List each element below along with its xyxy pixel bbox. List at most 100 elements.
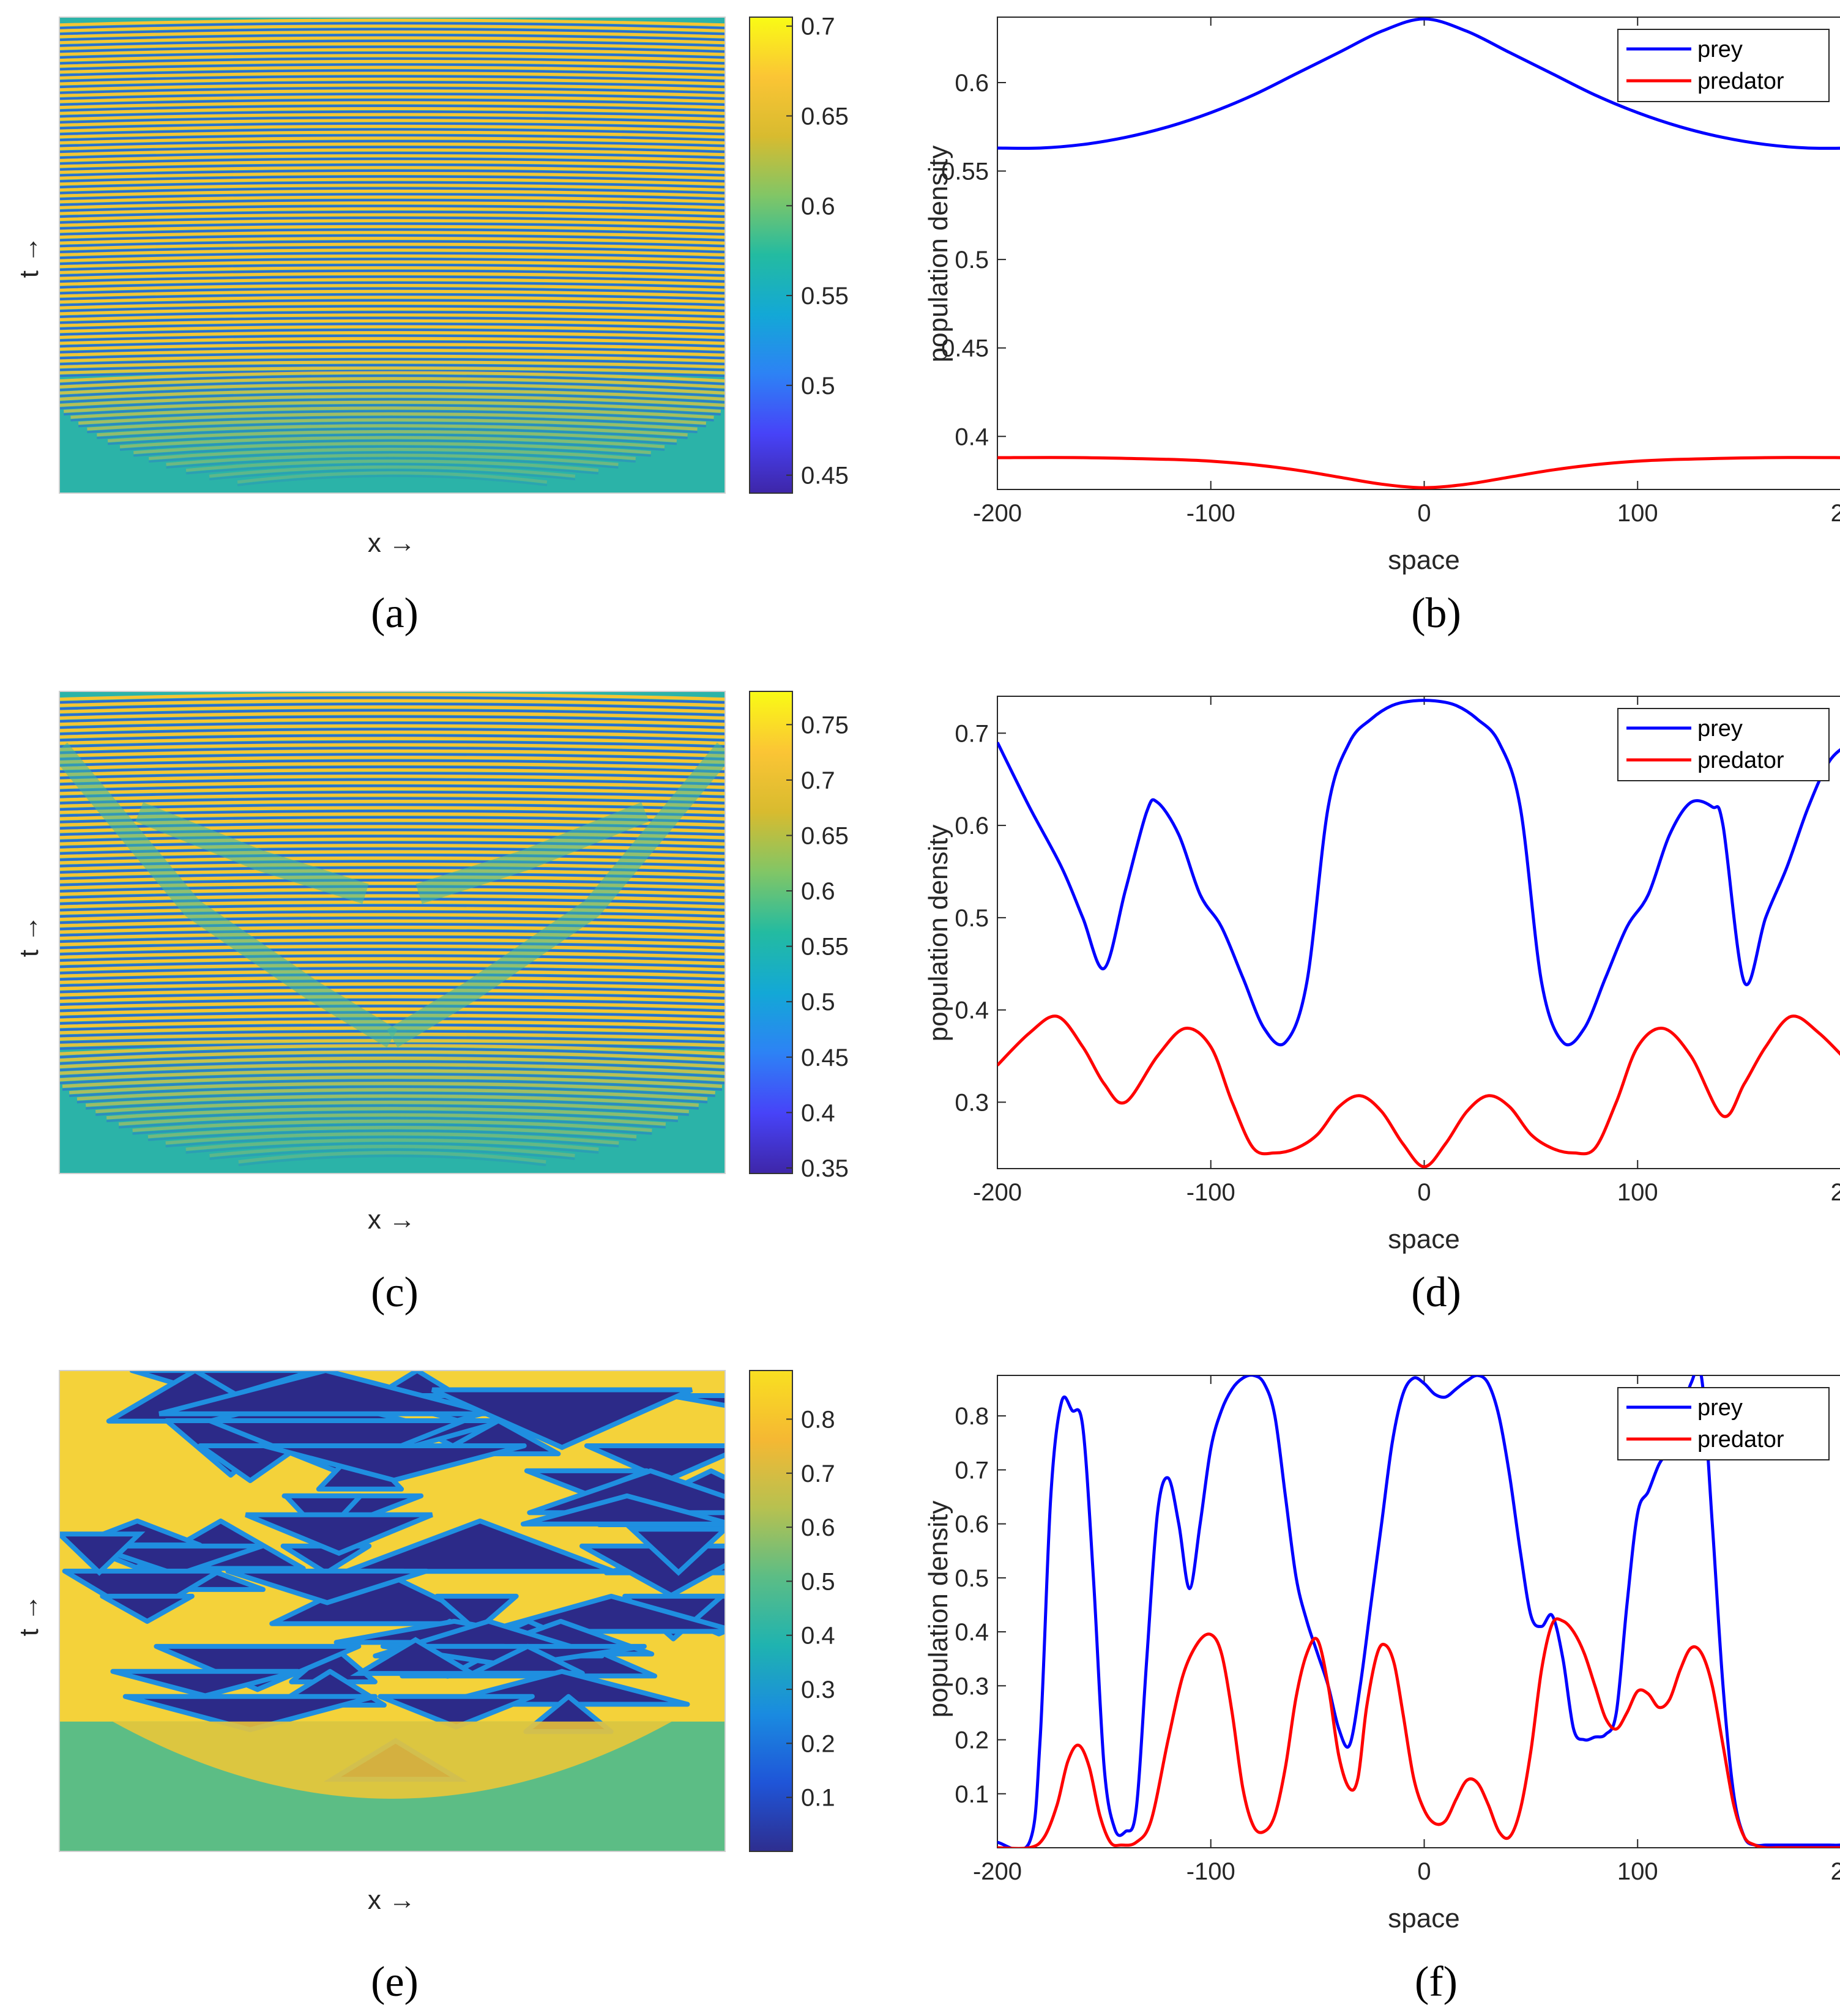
heatmap-a-stripe [59,36,725,45]
heatmap-c-stripe [59,900,725,909]
heatmap-e-triangle [625,1527,725,1576]
heatmap-e-triangle [158,1371,493,1416]
heatmap-c-trough [59,740,725,748]
heatmap-c-stripe [118,1113,666,1126]
heatmap-c-stripe [59,938,725,947]
heatmap-a-stripe [97,424,688,437]
heatmap-a-trough [59,222,725,230]
plot-b-series-prey [997,17,1840,150]
heatmap-e-triangle [198,1443,303,1483]
plot-b-series-predator [997,456,1840,489]
heatmap-a-stripe [59,171,725,180]
heatmap-c-stripe [59,957,725,965]
heatmap-c-stripe [59,743,725,751]
colorbar-a-tick-label: 0.55 [801,283,849,310]
heatmap-a-stripe [59,42,725,50]
plot-d-ytick-label: 0.5 [955,905,989,932]
heatmap-a-stripe [59,30,725,39]
heatmap-c-stripe [59,907,725,915]
heatmap-a-trough [59,81,725,88]
plot-b-legend-label-prey: prey [1697,37,1743,62]
heatmap-a-trough [59,175,725,183]
heatmap-a-trough [59,311,725,318]
panel-e-label: (e) [371,1958,419,2006]
heatmap-c-trough [59,746,725,754]
heatmap-c-trough [59,772,725,779]
plot-f-ytick-label: 0.7 [955,1457,989,1484]
heatmap-c-stripe [59,800,725,808]
heatmap-c-trough [59,1043,725,1050]
heatmap-e-triangle [110,1668,300,1698]
heatmap-a-trough [87,422,698,434]
heatmap-a-trough [59,381,725,392]
heatmap-a-trough [59,358,725,365]
heatmap-a-trough [59,152,725,159]
plot-f-series-predator [997,1617,1840,1848]
heatmap-c-trough [59,734,725,742]
heatmap-c-stripe [59,863,725,871]
heatmap-c-stripe [59,1050,725,1062]
plot-b-ytick-label: 0.6 [955,70,989,97]
colorbar-a-tick-label: 0.5 [801,373,835,400]
heatmap-a-stripe [59,366,725,374]
heatmap-a-trough [59,146,725,153]
panel-d-plot: -200 -100 0 100 200 0.7 0.6 0.5 0.4 0.3 prey predat… [955,696,1840,1206]
plot-f-series-prey [997,1375,1840,1848]
panel-b-plot: -200 -100 0 100 200 0.6 0.55 0.5 0.45 0.4 prey pred… [941,17,1840,527]
heatmap-a-trough [59,157,725,165]
heatmap-c-trough [59,879,725,887]
heatmap-c-stripe [59,894,725,902]
heatmap-a-stripe [70,406,714,419]
heatmap-a-trough [59,252,725,259]
heatmap-a-frame [59,17,726,494]
heatmap-a-stripe [59,136,725,145]
panel-a-colorbar: 0.7 0.65 0.6 0.55 0.5 0.45 [749,13,849,494]
heatmap-a-stripe [59,184,725,192]
heatmap-c-trough [59,797,725,805]
heatmap-a-stripe [78,412,706,425]
heatmap-c-trough [59,860,725,868]
heatmap-a-stripe [59,254,725,262]
heatmap-c-stripe [59,768,725,776]
heatmap-e-triangle [584,1443,725,1483]
heatmap-a-stripe [59,54,725,62]
panel-c-heatmap-image [59,691,726,1174]
heatmap-a-trough [78,415,706,428]
panel-c-xlabel: x → [368,1205,415,1235]
heatmap-c-stripe [59,888,725,896]
heatmap-c-trough [59,727,725,735]
heatmap-e-triangle [100,1593,195,1624]
heatmap-a-stripe [59,48,725,56]
plot-b-ytick-label: 0.45 [941,335,989,362]
heatmap-a-stripe [59,278,725,286]
plot-f-legend [1617,1387,1830,1460]
colorbar-e-tick-label: 0.6 [801,1514,835,1541]
heatmap-c-stripe [59,1020,725,1028]
plot-d-xtick-label: 200 [1831,1179,1840,1206]
plot-f-ytick-label: 0.1 [955,1781,989,1808]
heatmap-a-trough [59,187,725,195]
heatmap-a-stripe [119,436,665,448]
heatmap-c-stripe [59,1044,725,1056]
heatmap-e-triangle [470,1643,585,1676]
panel-d-label: (d) [1411,1269,1461,1316]
panel-e-colorbar: 0.8 0.7 0.6 0.5 0.4 0.3 0.2 0.1 [749,1370,835,1852]
panel-c-ylabel: t → [14,915,44,957]
heatmap-a-trough [59,258,725,266]
panel-e-heatmap: 0.8 0.7 0.6 0.5 0.4 0.3 0.2 0.1 x → t → (e) [14,1370,835,2006]
heatmap-c-trough [59,910,725,918]
heatmap-c-stripe [59,1013,725,1022]
heatmap-a-stripe [59,142,725,151]
heatmap-a-trough [59,293,725,300]
heatmap-a-trough [59,374,725,385]
colorbar-a-tick-label: 0.6 [801,193,835,220]
panel-a-heatmap: 0.7 0.65 0.6 0.55 0.5 0.45 x → t → (a) [14,13,849,637]
heatmap-c-trough [86,1098,699,1110]
heatmap-c-stripe [59,737,725,745]
panel-a-label: (a) [371,590,419,637]
heatmap-a-trough [108,433,677,445]
heatmap-c-trough [59,709,725,716]
heatmap-a-stripe [59,266,725,275]
plot-d-xtick-label: 100 [1617,1179,1658,1206]
heatmap-a-stripe [59,154,725,162]
